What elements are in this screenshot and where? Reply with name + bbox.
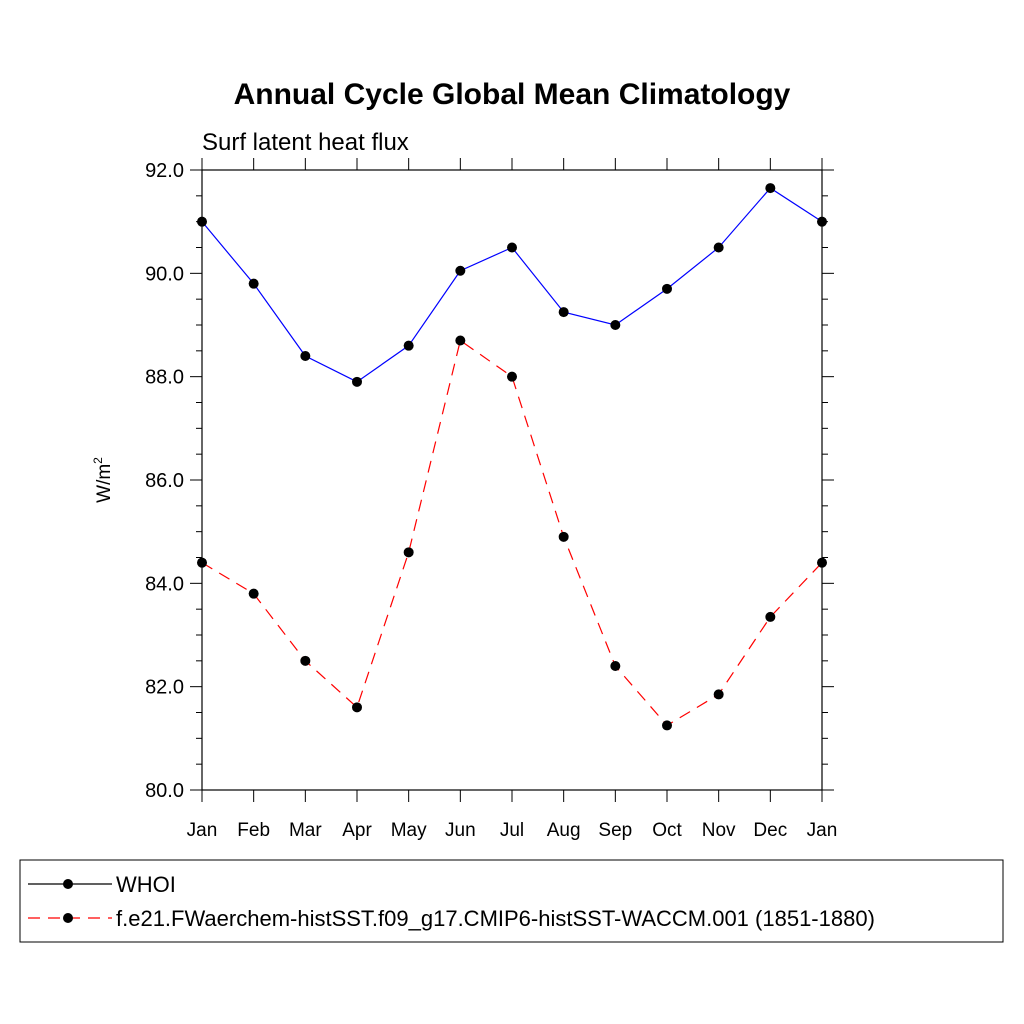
series-2-point (713, 689, 724, 700)
x-tick-label: Sep (598, 820, 632, 841)
series-line-1 (201, 187, 823, 383)
x-tick-label: Jan (807, 820, 838, 841)
series-1-point (558, 307, 569, 318)
axis-ticks (190, 158, 834, 802)
series-2-point (197, 557, 207, 568)
legend-box (19, 859, 1004, 943)
x-tick-label: Dec (753, 820, 787, 841)
series-1-point (713, 242, 724, 253)
x-tick-label: Oct (652, 820, 682, 841)
x-tick-label: Jul (500, 820, 524, 841)
plot-area (201, 169, 823, 791)
legend-marker-1 (63, 879, 73, 889)
series-2-point (662, 720, 672, 731)
series-2-point (817, 557, 827, 568)
series-2-point (248, 588, 259, 599)
series-1-point (197, 216, 207, 227)
x-tick-label: Feb (237, 820, 270, 841)
y-axis-label: W/m2 (91, 457, 115, 503)
series-1-point (817, 216, 827, 227)
x-tick-label: Jun (445, 820, 476, 841)
chart-title: Annual Cycle Global Mean Climatology (234, 78, 791, 111)
y-tick-label: 84.0 (145, 573, 184, 595)
series-2-point (300, 655, 311, 666)
legend-label-1: WHOI (116, 872, 176, 897)
y-tick-label: 86.0 (145, 470, 184, 492)
y-tick-label: 92.0 (145, 160, 184, 182)
series-2-point (610, 661, 621, 671)
series-2-point (765, 611, 776, 622)
x-tick-label: Apr (342, 820, 372, 841)
series-2-point (352, 702, 362, 713)
y-axis-label-main: W/m (94, 464, 115, 503)
x-tick-label: Mar (289, 820, 322, 841)
series-1-point (507, 242, 517, 253)
series-1-point (765, 183, 776, 194)
series-line-2 (201, 339, 823, 727)
y-tick-label: 82.0 (145, 677, 184, 699)
y-axis-label-superscript: 2 (91, 457, 105, 464)
x-tick-label: Aug (547, 820, 581, 841)
series-2-point (558, 531, 569, 542)
series-1-point (352, 376, 362, 387)
x-tick-labels: Jan Feb Mar Apr May Jun Jul Aug Sep Oct Nov Dec Jan (187, 820, 838, 841)
y-tick-label: 88.0 (145, 367, 184, 389)
series-1-point (248, 278, 259, 289)
legend: WHOI f.e21.FWaerchem-histSST.f09_g17.CMIP… (19, 859, 1004, 943)
data-series (197, 183, 827, 731)
series-1-point (455, 265, 466, 276)
x-tick-label: May (391, 820, 427, 841)
x-tick-label: Nov (702, 820, 736, 841)
series-1-point (610, 320, 621, 330)
series-2-point (455, 335, 466, 346)
legend-marker-2 (63, 913, 73, 923)
series-1-point (300, 351, 311, 361)
y-tick-labels: 80.0 82.0 84.0 86.0 88.0 90.0 92.0 (145, 160, 184, 802)
series-2-point (403, 547, 414, 558)
chart-subtitle: Surf latent heat flux (202, 129, 409, 156)
legend-label-2: f.e21.FWaerchem-histSST.f09_g17.CMIP6-hi… (116, 906, 875, 931)
plot-frame (201, 169, 823, 791)
series-2-point (507, 371, 517, 382)
y-tick-label: 80.0 (145, 780, 184, 802)
series-1-point (662, 283, 672, 294)
series-1-point (403, 340, 414, 351)
x-tick-label: Jan (187, 820, 218, 841)
y-tick-label: 90.0 (145, 263, 184, 285)
